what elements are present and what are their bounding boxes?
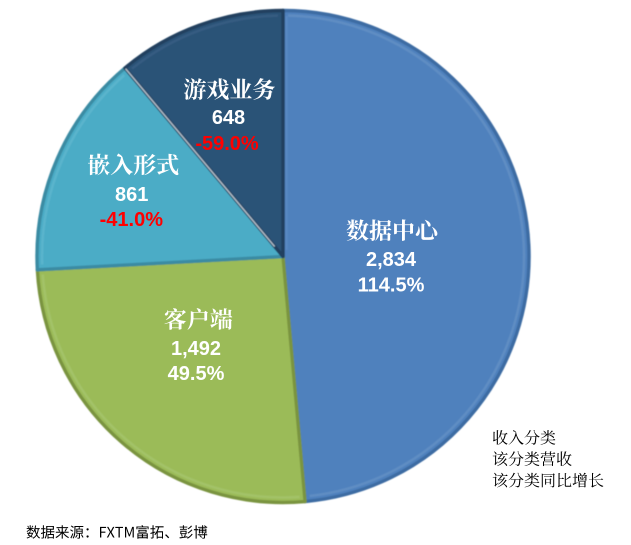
svg-text:-59.0%: -59.0%	[195, 133, 259, 155]
svg-text:-41.0%: -41.0%	[100, 209, 164, 231]
svg-text:49.5%: 49.5%	[168, 363, 225, 385]
svg-text:1,492: 1,492	[171, 338, 221, 360]
svg-text:2,834: 2,834	[366, 249, 417, 271]
svg-text:114.5%: 114.5%	[358, 275, 425, 297]
svg-text:648: 648	[212, 107, 245, 129]
svg-text:861: 861	[115, 184, 148, 206]
